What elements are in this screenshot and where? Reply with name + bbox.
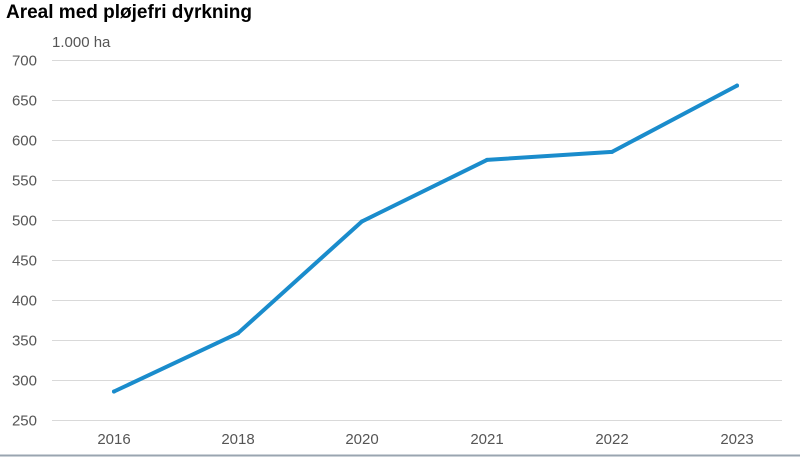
data-point-2016 [112,389,116,394]
x-tick-label: 2021 [470,431,503,448]
y-tick-label: 300 [12,373,37,390]
x-tick-labels: 2016 2018 2020 2021 2022 2023 [97,431,753,448]
y-tick-label: 500 [12,213,37,230]
y-tick-label: 600 [12,133,37,150]
data-point-2018 [236,331,240,336]
gridlines [52,60,782,421]
x-tick-label: 2020 [345,431,378,448]
x-tick-label: 2023 [720,431,753,448]
data-point-2020 [360,219,364,224]
data-point-2023 [735,83,739,88]
y-tick-label: 450 [12,253,37,270]
x-tick-label: 2018 [221,431,254,448]
y-tick-label: 350 [12,333,37,350]
y-unit-label: 1.000 ha [52,34,111,51]
x-tick-label: 2022 [595,431,628,448]
x-tick-label: 2016 [97,431,130,448]
chart-title: Areal med pløjefri dyrkning [6,2,252,23]
y-tick-labels: 250 300 350 400 450 500 550 600 650 700 [12,53,37,430]
y-tick-label: 700 [12,53,37,70]
y-tick-label: 550 [12,173,37,190]
y-tick-label: 650 [12,93,37,110]
data-point-2021 [485,157,489,162]
y-tick-label: 400 [12,293,37,310]
y-tick-label: 250 [12,413,37,430]
series-line [112,83,739,394]
data-point-2022 [610,149,614,154]
data-series [112,83,739,394]
